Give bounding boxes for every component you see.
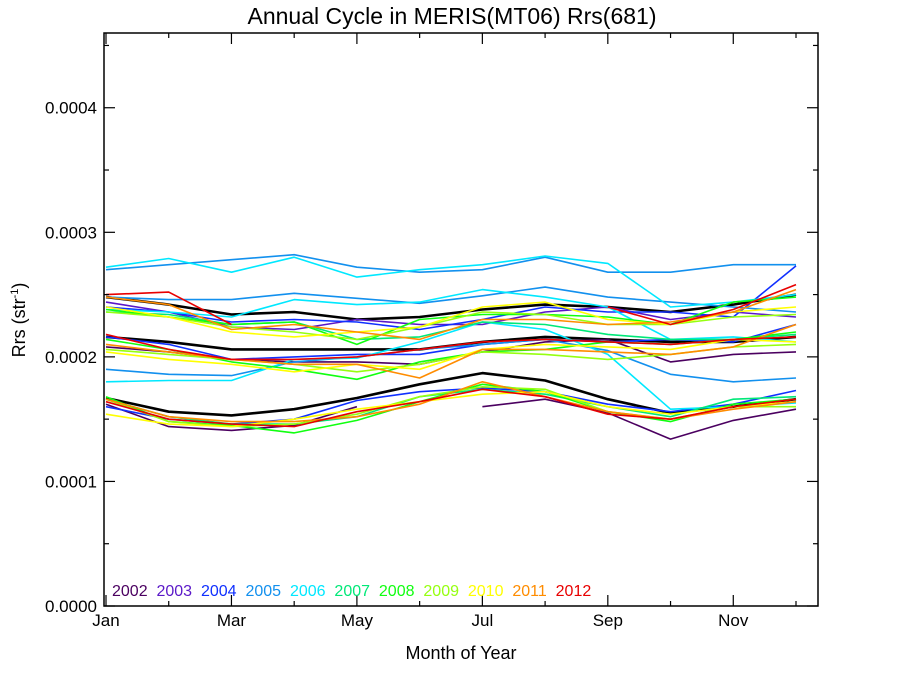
legend-entry-2010: 2010 [459,583,504,600]
x-tick-label: Mar [217,611,247,630]
legend-entry-2004: 2004 [192,583,237,600]
y-axis-label-sup: -1 [9,289,21,299]
series-line-10 [105,253,796,273]
series-line-30 [105,333,797,361]
x-tick-label: Sep [593,611,623,630]
legend-entry-2002: 2002 [112,583,148,600]
series-line-24 [105,390,797,428]
series-line-31 [105,283,797,326]
series-line-11 [105,286,797,313]
series-line-32 [105,388,797,428]
legend-entry-2009: 2009 [415,583,460,600]
plot-frame [103,32,819,607]
x-tick-label: May [341,611,374,630]
series-line-9 [105,265,797,331]
x-tick-label: Nov [718,611,749,630]
y-axis-label-close: ) [9,283,29,289]
chart-title: Annual Cycle in MERIS(MT06) Rrs(681) [247,3,656,29]
legend-entry-2012: 2012 [547,583,592,600]
series-line-25 [105,338,797,373]
y-tick-label: 0.0000 [45,597,97,616]
y-axis-label: Rrs (str-1) [9,283,29,358]
y-tick-label: 0.0001 [45,472,97,491]
series-line-13 [105,255,797,308]
legend-entry-2007: 2007 [326,583,371,600]
y-tick-label: 0.0002 [45,348,97,367]
series-line-21 [105,343,797,373]
series-line-14 [105,321,797,410]
y-axis: 0.0000 0.0001 0.0002 0.0003 0.0004 [45,44,818,616]
series-line-29 [105,288,797,341]
y-tick-label: 0.0004 [45,99,97,118]
series-line-12 [105,338,797,383]
x-axis-label: Month of Year [405,643,516,663]
legend-entry-2005: 2005 [237,583,282,600]
legend-entry-2006: 2006 [281,583,326,600]
y-axis-label-base: Rrs (str [9,298,29,357]
series-line-3 [105,371,797,417]
x-tick-label: Jan [92,611,119,630]
legend-entry-2011: 2011 [503,583,546,600]
legend: 2002 2003 2004 2005 2006 2007 2008 2009 … [112,583,591,600]
x-tick-label: Jul [471,611,493,630]
series-line-17 [105,388,797,425]
x-axis: Jan Mar May Jul Sep Nov [92,33,797,630]
y-tick-label: 0.0003 [45,223,97,242]
legend-entry-2003: 2003 [148,583,193,600]
legend-entry-2008: 2008 [370,583,415,600]
series-line-1 [105,293,797,321]
series-layer [105,253,797,440]
series-line-15 [105,288,797,343]
